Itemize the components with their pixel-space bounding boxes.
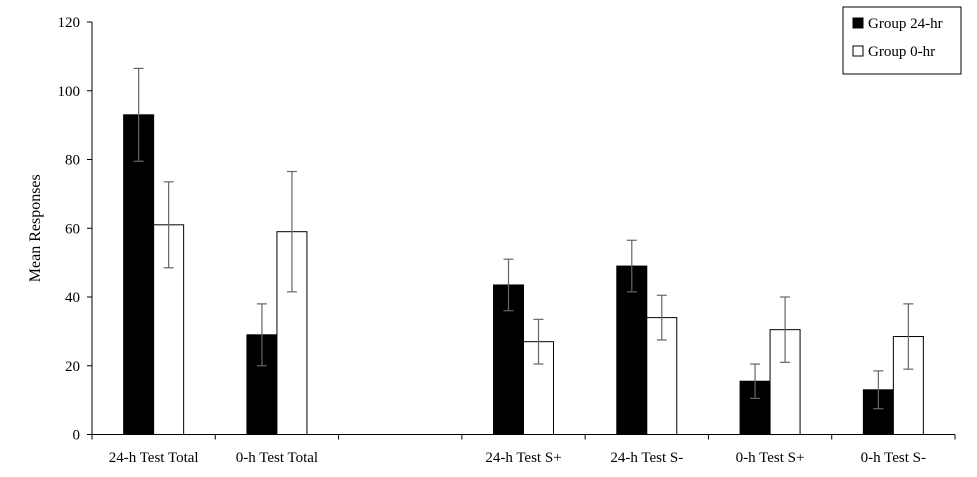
- y-axis-title: Mean Responses: [27, 174, 44, 282]
- y-tick-label: 120: [58, 15, 81, 31]
- category-label: 24-h Test S-: [610, 450, 683, 466]
- category-label: 0-h Test S-: [861, 450, 926, 466]
- legend-swatch: [852, 45, 864, 57]
- bars: [123, 114, 924, 435]
- bar-group-24hr: [123, 114, 155, 435]
- y-tick-label: 100: [58, 84, 81, 100]
- y-tick-label: 20: [65, 359, 80, 375]
- labels: 0 20 40 60 80 100 120 Mean Responses 24-h Test T…: [27, 15, 926, 466]
- legend: Group 24-hr Group 0-hr: [842, 6, 962, 75]
- y-tick-label: 40: [65, 290, 80, 306]
- legend-label: Group 24-hr: [868, 16, 943, 32]
- category-label: 24-h Test Total: [109, 450, 199, 466]
- category-label: 0-h Test S+: [736, 450, 805, 466]
- y-tick-label: 80: [65, 153, 80, 169]
- legend-swatch: [852, 17, 864, 29]
- category-label: 24-h Test S+: [485, 450, 561, 466]
- y-tick-label: 60: [65, 221, 80, 237]
- legend-label: Group 0-hr: [868, 44, 935, 60]
- category-label: 0-h Test Total: [236, 450, 318, 466]
- y-tick-label: 0: [73, 428, 81, 444]
- bar-group-24hr: [616, 265, 648, 435]
- error-bars: [133, 67, 914, 410]
